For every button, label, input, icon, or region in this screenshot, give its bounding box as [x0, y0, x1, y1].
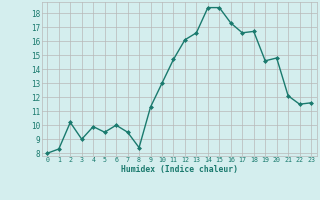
X-axis label: Humidex (Indice chaleur): Humidex (Indice chaleur) — [121, 165, 238, 174]
